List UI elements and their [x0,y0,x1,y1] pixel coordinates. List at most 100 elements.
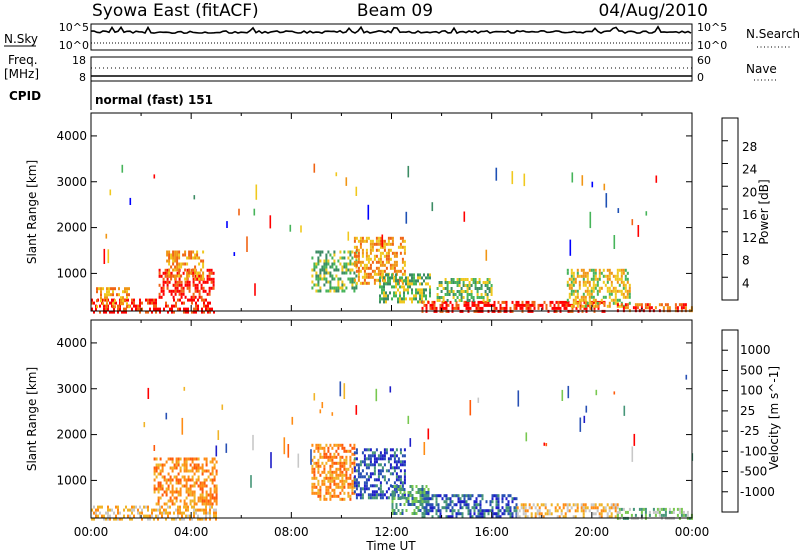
power-cell [172,283,175,287]
power-cell [188,289,191,293]
power-cell [563,300,566,304]
velocity-speckle [517,390,520,407]
velocity-cell [395,448,398,452]
power-cell [355,274,358,278]
velocity-cell [177,463,180,467]
power-cell [357,260,360,264]
power-cell [421,297,423,301]
velocity-cell [445,506,448,510]
velocity-cell [606,503,609,507]
velocity-cell [331,461,334,465]
velocity-ytick-label: 3000 [56,382,87,396]
power-cell [553,303,556,307]
power-cell [200,295,203,299]
velocity-cell [393,451,396,455]
power-cell [367,254,370,258]
power-cell [576,295,579,299]
power-cell [106,299,108,303]
velocity-speckle [217,430,220,440]
power-ytick-label: 1000 [56,266,87,280]
power-cell [421,276,423,280]
velocity-cell [165,478,168,482]
power-cell [323,277,326,281]
power-cell [357,275,360,279]
velocity-cell [582,503,585,507]
power-cell [401,297,403,301]
velocity-cell [534,512,537,516]
velocity-cell [179,517,181,521]
velocity-cell [385,496,388,500]
power-cell [579,306,582,310]
velocity-cell [501,512,504,516]
power-cell [443,306,446,310]
velocity-speckle [183,386,186,391]
power-cell [359,239,362,243]
velocity-cell [189,484,192,488]
velocity-cbar-tick-label: -1000 [740,485,775,499]
power-cell [183,310,185,314]
velocity-cell [421,485,424,488]
velocity-cell [141,508,143,512]
velocity-cell [534,506,537,510]
velocity-cell [421,491,424,494]
power-speckle [300,225,302,233]
freq-panel-frame [90,56,693,82]
power-cell [109,301,111,305]
power-cell [365,257,368,261]
power-cell [353,289,356,293]
power-cell [317,289,320,293]
power-cell [173,310,175,314]
velocity-cell [323,497,326,501]
velocity-cell [399,478,402,482]
velocity-speckle [331,412,334,416]
velocity-cell [337,473,340,477]
power-cell [192,271,195,275]
velocity-cell [483,509,486,513]
velocity-cell [369,493,372,497]
power-cell [165,304,167,308]
velocity-cell [373,451,376,455]
power-cell [375,242,378,246]
power-cell [349,253,352,257]
velocity-cell [355,487,358,491]
velocity-cell [433,506,436,510]
power-cell [208,274,211,278]
power-cell [208,271,211,275]
velocity-cell [113,517,115,521]
power-cell [126,305,128,309]
power-cell [198,271,201,275]
power-cell [493,306,496,310]
power-cell [393,251,396,255]
power-cell [311,268,314,272]
velocity-cell [385,490,388,494]
velocity-cell [345,479,348,483]
velocity-cell [129,514,131,518]
power-cell [168,289,171,293]
power-cell [622,286,625,290]
velocity-cell [321,482,324,486]
power-cell [176,280,179,284]
power-cell [493,300,496,304]
power-cell [452,296,455,299]
power-cell [339,277,342,281]
power-cell [476,290,479,293]
power-speckle [313,163,316,173]
velocity-cell [147,508,149,512]
power-cell [682,303,685,307]
velocity-cell [560,512,563,516]
power-cell [118,287,120,291]
velocity-cell [147,514,149,518]
power-cell [458,284,461,287]
velocity-cell [411,485,414,488]
power-cell [467,300,470,304]
power-cell [317,259,320,263]
power-cell [442,287,445,290]
velocity-cell [399,497,402,500]
power-cell [594,283,597,287]
power-cell [162,277,165,281]
power-cell [566,280,569,284]
power-cell [429,276,431,280]
velocity-cell [409,503,412,506]
power-speckle [617,208,620,213]
power-cell [578,274,581,278]
